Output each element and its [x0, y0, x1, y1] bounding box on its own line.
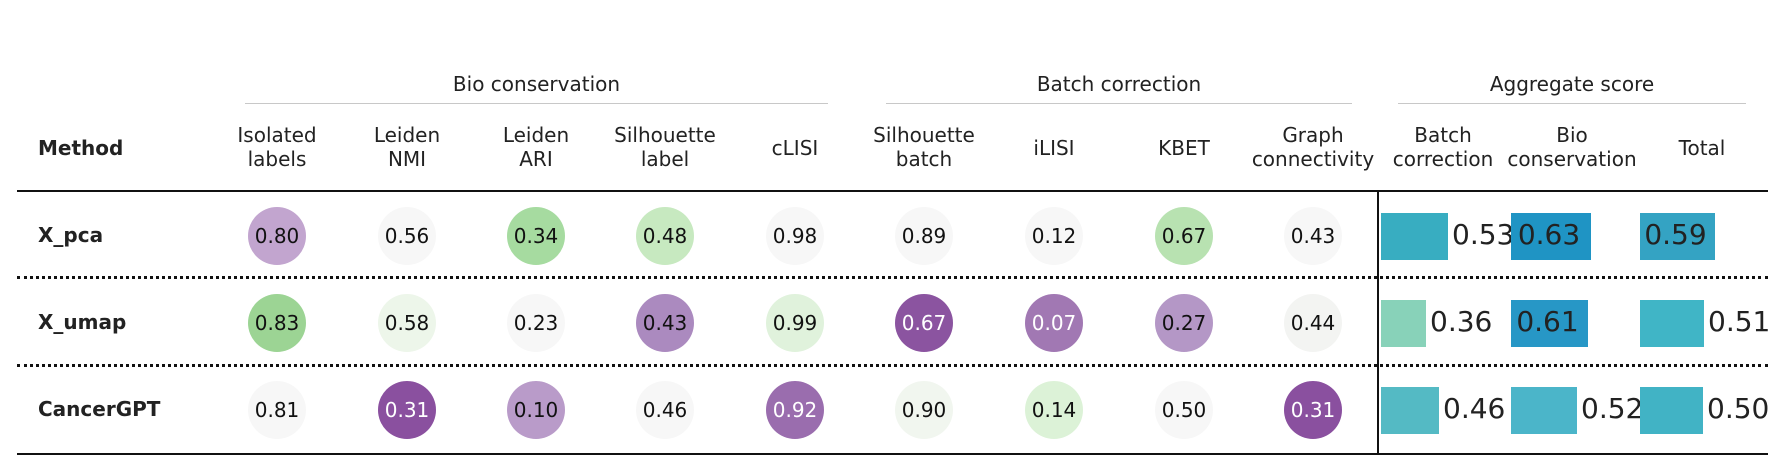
score-bar [1511, 299, 1588, 347]
column-header-silhouette_label: Silhouette label [614, 123, 716, 171]
score-bar [1640, 386, 1703, 434]
group-header-agg: Aggregate score [1489, 72, 1655, 96]
score-circle: 0.46 [636, 381, 694, 439]
score-circle: 0.23 [507, 294, 565, 352]
score-circle: 0.58 [378, 294, 436, 352]
score-bar-label: 0.52 [1581, 392, 1644, 425]
column-header-agg_total: Total [1678, 136, 1726, 160]
column-header-graph_connectivity: Graph connectivity [1251, 123, 1375, 171]
row-separator-1 [17, 276, 1768, 279]
bottom-rule [17, 453, 1768, 455]
column-header-clisi: cLISI [771, 136, 819, 160]
score-circle: 0.43 [1284, 207, 1342, 265]
score-circle: 0.48 [636, 207, 694, 265]
score-bar-label: 0.50 [1707, 392, 1770, 425]
group-underline-batch [886, 103, 1352, 104]
score-circle: 0.27 [1155, 294, 1213, 352]
column-header-leiden_nmi: Leiden NMI [373, 123, 441, 171]
score-bar [1381, 386, 1439, 434]
score-circle: 0.83 [248, 294, 306, 352]
aggregate-divider [1377, 190, 1379, 455]
score-bar-label: 0.51 [1708, 305, 1771, 338]
score-circle: 0.98 [766, 207, 824, 265]
group-underline-agg [1398, 103, 1746, 104]
score-bar [1640, 212, 1715, 260]
score-circle: 0.90 [895, 381, 953, 439]
score-circle: 0.07 [1025, 294, 1083, 352]
score-bar-label: 0.36 [1430, 305, 1493, 338]
method-name: X_pca [38, 223, 104, 247]
score-circle: 0.89 [895, 207, 953, 265]
score-bar-label: 0.59 [1644, 218, 1707, 251]
score-bar [1511, 212, 1591, 260]
score-circle: 0.12 [1025, 207, 1083, 265]
score-circle: 0.34 [507, 207, 565, 265]
score-bar-label: 0.46 [1443, 392, 1506, 425]
column-header-isolated_labels: Isolated labels [237, 123, 317, 171]
score-bar [1511, 386, 1577, 434]
score-circle: 0.80 [248, 207, 306, 265]
score-circle: 0.14 [1025, 381, 1083, 439]
score-circle: 0.81 [248, 381, 306, 439]
score-circle: 0.50 [1155, 381, 1213, 439]
group-header-batch: Batch correction [1036, 72, 1202, 96]
score-bar [1640, 299, 1704, 347]
group-underline-bio [245, 103, 828, 104]
row-separator-2 [17, 364, 1768, 367]
score-bar-label: 0.53 [1452, 218, 1515, 251]
score-circle: 0.67 [1155, 207, 1213, 265]
score-circle: 0.31 [1284, 381, 1342, 439]
method-name: CancerGPT [38, 397, 161, 421]
column-header-agg_batch: Batch correction [1392, 123, 1494, 171]
column-header-silhouette_batch: Silhouette batch [873, 123, 975, 171]
group-header-bio: Bio conservation [452, 72, 621, 96]
score-bar [1381, 299, 1426, 347]
method-column-header: Method [38, 136, 124, 160]
score-circle: 0.99 [766, 294, 824, 352]
score-bar [1381, 212, 1448, 260]
column-header-leiden_ari: Leiden ARI [502, 123, 570, 171]
column-header-agg_bio: Bio conservation [1507, 123, 1637, 171]
column-header-ilisi: iLISI [1033, 136, 1075, 160]
score-circle: 0.31 [378, 381, 436, 439]
method-name: X_umap [38, 310, 127, 334]
score-circle: 0.10 [507, 381, 565, 439]
score-circle: 0.44 [1284, 294, 1342, 352]
score-circle: 0.56 [378, 207, 436, 265]
score-circle: 0.43 [636, 294, 694, 352]
header-rule [17, 190, 1768, 192]
column-header-kbet: KBET [1158, 136, 1210, 160]
score-circle: 0.67 [895, 294, 953, 352]
score-circle: 0.92 [766, 381, 824, 439]
score-bar-label: 0.63 [1517, 218, 1581, 251]
score-bar-label: 0.61 [1516, 305, 1579, 338]
